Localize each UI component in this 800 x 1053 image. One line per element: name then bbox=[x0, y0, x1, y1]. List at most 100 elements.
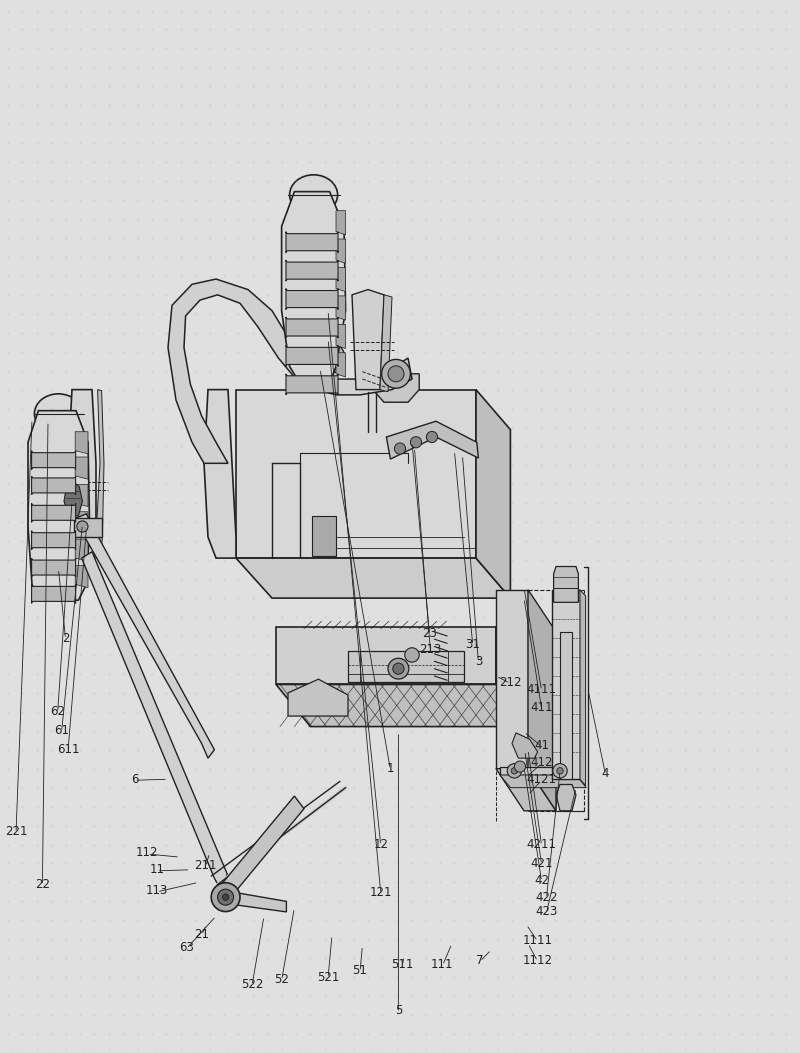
Circle shape bbox=[222, 894, 229, 900]
Polygon shape bbox=[82, 552, 227, 893]
FancyBboxPatch shape bbox=[32, 451, 75, 470]
Circle shape bbox=[394, 443, 406, 454]
FancyBboxPatch shape bbox=[32, 558, 75, 577]
Text: 111: 111 bbox=[431, 958, 454, 971]
Text: 412: 412 bbox=[530, 756, 553, 769]
Text: 113: 113 bbox=[146, 885, 168, 897]
Polygon shape bbox=[580, 590, 586, 786]
Ellipse shape bbox=[414, 426, 434, 448]
FancyBboxPatch shape bbox=[286, 374, 338, 395]
Text: 61: 61 bbox=[54, 724, 69, 737]
Polygon shape bbox=[68, 390, 96, 558]
Text: 511: 511 bbox=[391, 958, 414, 971]
Text: 21: 21 bbox=[194, 928, 209, 940]
Text: 1111: 1111 bbox=[522, 934, 553, 947]
Polygon shape bbox=[496, 627, 528, 727]
Text: 52: 52 bbox=[274, 973, 289, 986]
Text: 213: 213 bbox=[419, 643, 442, 656]
Polygon shape bbox=[312, 516, 336, 556]
Polygon shape bbox=[528, 590, 556, 811]
FancyBboxPatch shape bbox=[286, 232, 338, 253]
Circle shape bbox=[426, 432, 438, 442]
Polygon shape bbox=[226, 891, 286, 912]
Polygon shape bbox=[496, 769, 556, 811]
Ellipse shape bbox=[412, 449, 436, 470]
Text: 221: 221 bbox=[5, 826, 27, 838]
Ellipse shape bbox=[436, 435, 457, 456]
Circle shape bbox=[511, 768, 518, 774]
Text: 2: 2 bbox=[62, 632, 70, 644]
Polygon shape bbox=[386, 421, 478, 459]
Polygon shape bbox=[282, 192, 346, 388]
Text: 4121: 4121 bbox=[526, 773, 557, 786]
Polygon shape bbox=[236, 390, 476, 558]
Text: 112: 112 bbox=[136, 847, 158, 859]
Ellipse shape bbox=[412, 465, 436, 486]
Polygon shape bbox=[216, 796, 304, 903]
Circle shape bbox=[218, 889, 234, 906]
Ellipse shape bbox=[390, 438, 410, 459]
Text: 22: 22 bbox=[35, 878, 50, 891]
Text: 31: 31 bbox=[466, 638, 480, 651]
Polygon shape bbox=[75, 539, 88, 561]
Text: 11: 11 bbox=[150, 863, 164, 876]
Ellipse shape bbox=[34, 394, 82, 434]
Circle shape bbox=[382, 359, 410, 389]
Circle shape bbox=[410, 437, 422, 448]
Text: 421: 421 bbox=[530, 857, 553, 870]
Polygon shape bbox=[168, 279, 412, 463]
Text: 5: 5 bbox=[394, 1005, 402, 1017]
Polygon shape bbox=[560, 632, 572, 779]
Text: 212: 212 bbox=[499, 676, 522, 689]
Text: 63: 63 bbox=[179, 941, 194, 954]
Text: 51: 51 bbox=[353, 965, 367, 977]
Circle shape bbox=[507, 763, 522, 778]
Polygon shape bbox=[276, 627, 496, 684]
Circle shape bbox=[514, 761, 526, 772]
Polygon shape bbox=[75, 484, 88, 506]
Polygon shape bbox=[380, 295, 392, 392]
Text: 23: 23 bbox=[422, 628, 437, 640]
Ellipse shape bbox=[290, 175, 338, 215]
Polygon shape bbox=[336, 267, 346, 292]
FancyBboxPatch shape bbox=[32, 584, 75, 603]
Text: 12: 12 bbox=[374, 838, 388, 851]
Polygon shape bbox=[512, 733, 538, 758]
Ellipse shape bbox=[422, 426, 442, 448]
Text: 62: 62 bbox=[50, 706, 65, 718]
FancyBboxPatch shape bbox=[32, 476, 75, 495]
FancyBboxPatch shape bbox=[286, 345, 338, 366]
Polygon shape bbox=[336, 296, 346, 320]
Text: 4211: 4211 bbox=[526, 838, 557, 851]
Text: 4111: 4111 bbox=[526, 683, 557, 696]
Circle shape bbox=[211, 882, 240, 912]
Text: 42: 42 bbox=[534, 874, 549, 887]
Text: 422: 422 bbox=[535, 891, 558, 903]
Polygon shape bbox=[500, 775, 586, 788]
Text: 1: 1 bbox=[386, 762, 394, 775]
Polygon shape bbox=[75, 512, 88, 534]
Polygon shape bbox=[74, 518, 102, 537]
Text: 6: 6 bbox=[130, 773, 138, 786]
Text: 3: 3 bbox=[474, 655, 482, 668]
Polygon shape bbox=[500, 767, 576, 775]
Text: 7: 7 bbox=[476, 954, 484, 967]
FancyBboxPatch shape bbox=[286, 260, 338, 281]
FancyBboxPatch shape bbox=[286, 317, 338, 338]
Polygon shape bbox=[373, 374, 419, 402]
Polygon shape bbox=[236, 558, 510, 598]
Polygon shape bbox=[75, 432, 88, 454]
Text: 41: 41 bbox=[534, 739, 549, 752]
Ellipse shape bbox=[319, 343, 345, 373]
Polygon shape bbox=[288, 679, 348, 716]
Polygon shape bbox=[75, 565, 88, 588]
Polygon shape bbox=[336, 324, 346, 349]
Circle shape bbox=[557, 768, 563, 774]
Text: 522: 522 bbox=[241, 978, 263, 991]
Polygon shape bbox=[76, 514, 214, 758]
Polygon shape bbox=[28, 411, 90, 600]
Polygon shape bbox=[336, 239, 346, 263]
Circle shape bbox=[393, 663, 404, 674]
Text: 211: 211 bbox=[194, 859, 217, 872]
Text: 411: 411 bbox=[530, 701, 553, 714]
